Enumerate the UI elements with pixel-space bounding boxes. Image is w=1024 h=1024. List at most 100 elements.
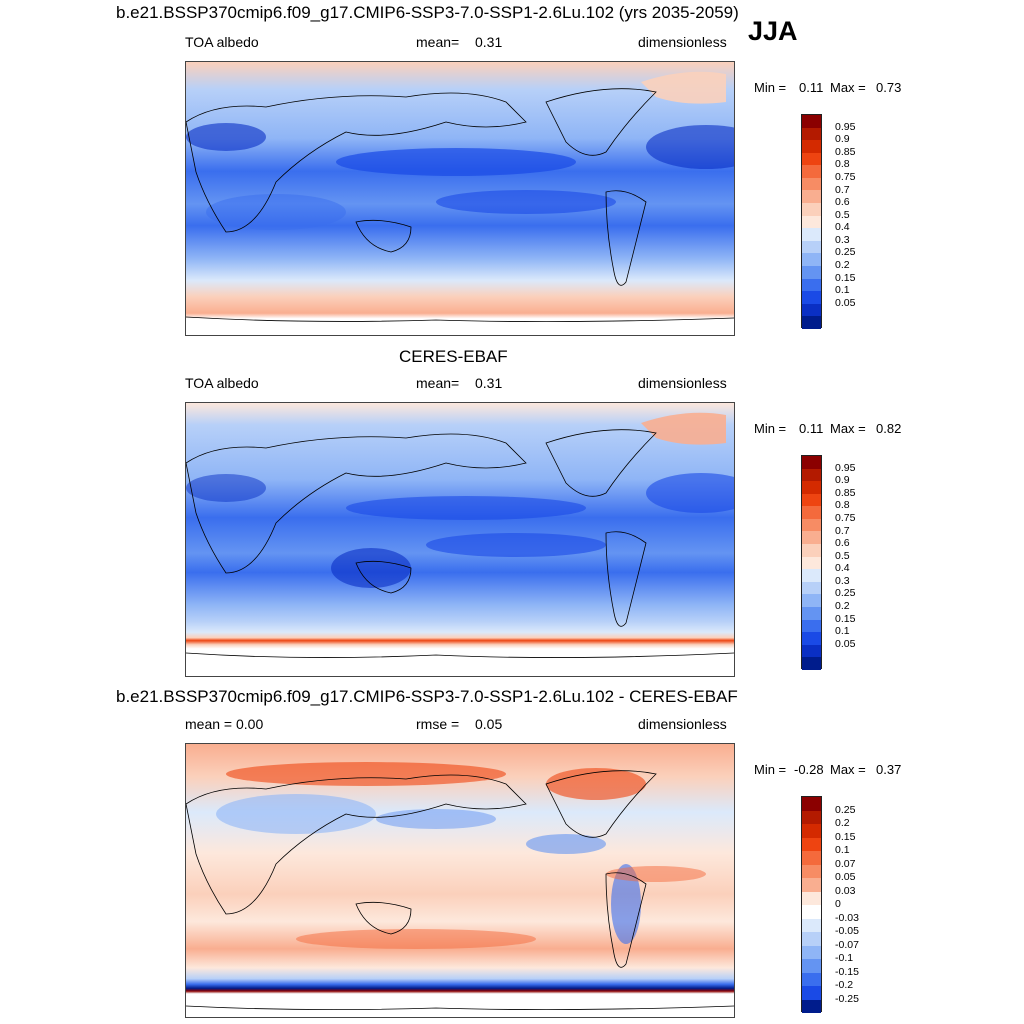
panel3-colorbar-tick-label: -0.03 <box>835 911 859 924</box>
panel3-colorbar-tick-label: -0.07 <box>835 938 859 951</box>
panel1-colorbar-swatch <box>802 127 821 141</box>
panel1-colorbar-swatch <box>802 177 821 191</box>
panel2-min-label: Min = <box>754 421 787 436</box>
figure-title: b.e21.BSSP370cmip6.f09_g17.CMIP6-SSP3-7.… <box>116 3 739 22</box>
panel2-colorbar-swatch <box>802 481 821 494</box>
panel2-colorbar-frame <box>801 455 822 670</box>
panel1-colorbar-swatch <box>802 278 821 292</box>
panel1-colorbar-tick-label: 0.05 <box>835 296 856 309</box>
panel1-colorbar-tick-label: 0.95 <box>835 120 856 133</box>
panel3-colorbar-tick-label: 0.2 <box>835 817 850 829</box>
panel3-colorbar-swatch <box>802 999 821 1013</box>
panel2-colorbar-swatch <box>802 619 821 633</box>
panel3-colorbar-swatch <box>802 864 821 878</box>
panel1-colorbar-tick-label: 0.15 <box>835 271 856 284</box>
panel3-colorbar-swatch <box>802 837 821 851</box>
panel2-colorbar-tick-label: 0.95 <box>835 461 856 474</box>
panel3-colorbar-swatch <box>802 824 821 838</box>
panel3-colorbar-tick-label: 0.1 <box>835 844 850 856</box>
panel1-colorbar-tick-label: 0.9 <box>835 133 850 146</box>
panel2-colorbar-swatch <box>802 581 821 595</box>
panel3-colorbar-tick-label: 0.15 <box>835 830 856 843</box>
panel1-colorbar-swatch <box>802 253 821 266</box>
panel1-min-value: 0.11 <box>799 80 824 95</box>
panel1-colorbar-swatch <box>802 240 821 254</box>
panel1-colorbar-swatch <box>802 303 821 317</box>
panel1-colorbar-swatch <box>802 203 821 216</box>
panel3-colorbar-swatch <box>802 878 821 892</box>
panel1-colorbar-swatch <box>802 291 821 304</box>
panel2-colorbar-swatch <box>802 606 821 620</box>
panel2-colorbar-swatch <box>802 644 821 658</box>
panel3-colorbar-tick-label: -0.25 <box>835 992 859 1005</box>
panel1-colorbar-swatch <box>802 115 821 128</box>
panel2-colorbar-tick-label: 0.4 <box>835 562 850 575</box>
season-label: JJA <box>748 16 798 46</box>
panel1-max-value: 0.73 <box>876 80 902 95</box>
panel3-colorbar-swatch <box>802 959 821 973</box>
panel2-colorbar-swatch <box>802 569 821 582</box>
panel1-colorbar-tick-label: 0.1 <box>835 284 850 297</box>
panel3-mean-text: mean = 0.00 <box>185 716 264 732</box>
panel2-colorbar-swatch <box>802 518 821 532</box>
panel3-min-value: -0.28 <box>794 762 824 777</box>
panel3-colorbar-swatch <box>802 891 821 905</box>
panel3-rmse-value: 0.05 <box>475 716 503 732</box>
panel2-mean-label: mean= <box>416 375 460 391</box>
panel2-colorbar-tick-label: 0.8 <box>835 499 850 512</box>
panel1-colorbar-tick-label: 0.7 <box>835 183 850 196</box>
panel2-colorbar-tick-label: 0.7 <box>835 524 850 537</box>
panel2-mean-value: 0.31 <box>475 375 503 391</box>
panel2-title: CERES-EBAF <box>399 347 508 366</box>
panel2-colorbar-tick-label: 0.25 <box>835 587 856 600</box>
panel1-mean-value: 0.31 <box>475 34 503 50</box>
panel3-colorbar-tick-label: -0.1 <box>835 952 854 964</box>
panel1-colorbar-tick-label: 0.2 <box>835 259 850 272</box>
panel2-colorbar-tick-label: 0.9 <box>835 474 850 487</box>
panel3-colorbar-swatch <box>802 851 821 865</box>
panel3-colorbar-tick-label: 0 <box>835 898 841 910</box>
panel1-colorbar-swatch <box>802 140 821 153</box>
panel2-colorbar-tick-label: 0.5 <box>835 549 850 562</box>
panel2-colorbar-tick-label: 0.3 <box>835 574 850 587</box>
panel1-colorbar-tick-label: 0.85 <box>835 145 856 158</box>
panel3-colorbar-tick-label: 0.07 <box>835 857 856 870</box>
panel2-colorbar: 0.95 0.9 0.85 0.8 0.75 0.7 0.6 0.5 0.4 0.3 0.25 0.2… <box>801 455 911 670</box>
panel3-min-label: Min = <box>754 762 787 777</box>
panel3-map <box>185 743 735 1018</box>
panel1-units: dimensionless <box>638 34 727 50</box>
panel1-mean-label: mean= <box>416 34 460 50</box>
panel3-colorbar-swatch <box>802 945 821 959</box>
panel1-colorbar: 0.95 0.9 0.85 0.8 0.75 0.7 0.6 0.5 0.4 0.3 0.25 0.2… <box>801 114 911 329</box>
panel1-colorbar-swatch <box>802 215 821 229</box>
panel1-colorbar-tick-label: 0.3 <box>835 233 850 246</box>
panel2-colorbar-swatch <box>802 632 821 645</box>
panel1-colorbar-tick-label: 0.4 <box>835 221 850 234</box>
panel3-colorbar-swatch <box>802 918 821 932</box>
panel2-colorbar-swatch <box>802 594 821 607</box>
panel1-colorbar-tick-label: 0.6 <box>835 196 850 209</box>
panel1-variable-label: TOA albedo <box>185 34 259 50</box>
panel1-colorbar-tick-label: 0.8 <box>835 158 850 171</box>
panel3-colorbar-swatch <box>802 905 821 919</box>
panel2-colorbar-tick-label: 0.6 <box>835 537 850 550</box>
panel3-max-label: Max = <box>830 762 866 777</box>
panel1-colorbar-swatch <box>802 265 821 279</box>
panel2-max-value: 0.82 <box>876 421 902 436</box>
panel1-colorbar-frame <box>801 114 822 329</box>
panel3-colorbar-swatch <box>802 932 821 946</box>
panel2-colorbar-tick-label: 0.05 <box>835 637 856 650</box>
panel1-max-label: Max = <box>830 80 866 95</box>
panel3-colorbar-swatch <box>802 972 821 986</box>
panel3-colorbar-tick-label: 0.25 <box>835 803 856 816</box>
panel3-colorbar-tick-label: 0.03 <box>835 884 856 897</box>
panel2-colorbar-swatch <box>802 657 821 670</box>
panel2-max-label: Max = <box>830 421 866 436</box>
panel3-colorbar-swatch <box>802 797 821 811</box>
panel1-colorbar-swatch <box>802 228 821 241</box>
panel1-min-label: Min = <box>754 80 787 95</box>
panel2-colorbar-tick-label: 0.75 <box>835 511 856 524</box>
panel2-colorbar-swatch <box>802 556 821 570</box>
panel1-colorbar-swatch <box>802 190 821 204</box>
panel2-variable-label: TOA albedo <box>185 375 259 391</box>
